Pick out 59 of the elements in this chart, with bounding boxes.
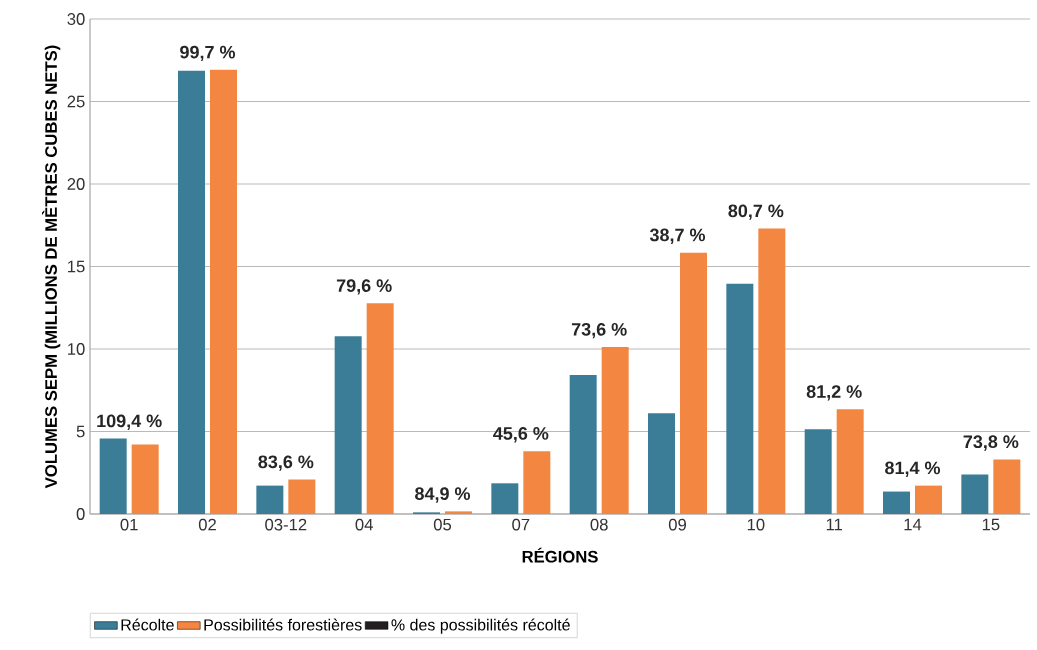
bar	[334, 336, 362, 514]
x-tick-label: 09	[668, 518, 686, 531]
x-tick-label: 04	[355, 518, 373, 531]
bar	[883, 491, 911, 514]
y-tick-label: 0	[76, 508, 85, 520]
y-tick-label: 10	[68, 343, 85, 355]
y-tick-label: 20	[67, 178, 85, 190]
annotation: 81,2 %	[806, 385, 862, 401]
bar	[601, 347, 629, 514]
bar	[210, 69, 237, 514]
annotation: 83,6 %	[258, 455, 314, 471]
legend-label: % des possibilités récolté	[391, 618, 570, 634]
y-axis-title: VOLUMES SEPM (MILLIONS DE MÈTRES CUBES NETS)	[42, 45, 61, 489]
x-tick-label: 14	[904, 518, 922, 531]
bar	[680, 252, 708, 514]
y-tick-label: 5	[76, 425, 85, 438]
x-tick-label: 15	[982, 518, 1000, 531]
bar	[836, 409, 864, 514]
bar	[758, 228, 786, 514]
annotation: 45,6 %	[493, 427, 549, 443]
x-axis-title: RÉGIONS	[522, 547, 598, 563]
bar	[445, 511, 473, 514]
bar	[178, 70, 205, 514]
x-tick-label: 02	[198, 518, 216, 531]
bar	[915, 485, 943, 514]
x-tick-label: 10	[747, 518, 765, 531]
annotation: 73,8 %	[963, 435, 1019, 451]
legend-label: Possibilités forestières	[204, 618, 362, 631]
annotation: 99,7 %	[180, 45, 236, 62]
bar	[961, 474, 989, 514]
bar	[491, 483, 519, 514]
x-tick-label: 05	[433, 518, 452, 531]
y-tick-label: 30	[67, 13, 85, 25]
bar	[288, 479, 316, 514]
x-tick-label: 08	[590, 518, 608, 531]
y-tick-label: 15	[68, 260, 85, 273]
bar	[569, 375, 597, 514]
x-tick-label: 07	[512, 518, 530, 531]
bar	[804, 429, 832, 514]
annotation: 79,6 %	[336, 279, 392, 295]
annotation: 38,7 %	[649, 228, 706, 244]
x-tick-label: 11	[826, 518, 843, 531]
bar	[648, 413, 676, 514]
y-tick-label: 25	[67, 95, 85, 108]
x-tick-label: 01	[120, 518, 138, 531]
annotation: 84,9 %	[415, 487, 471, 503]
annotation: 80,7 %	[728, 204, 784, 220]
legend-label: Récolte	[121, 618, 174, 631]
annotation: 81,4 %	[885, 461, 941, 477]
bar	[726, 283, 754, 514]
x-tick-label: 03-12	[265, 518, 307, 531]
bar	[523, 451, 551, 514]
annotation: 109,4 %	[97, 414, 162, 430]
bar	[366, 303, 394, 514]
bar	[993, 459, 1021, 514]
bar	[131, 444, 159, 514]
bar	[256, 485, 284, 514]
bar	[99, 438, 127, 514]
annotation: 73,6 %	[571, 322, 627, 339]
